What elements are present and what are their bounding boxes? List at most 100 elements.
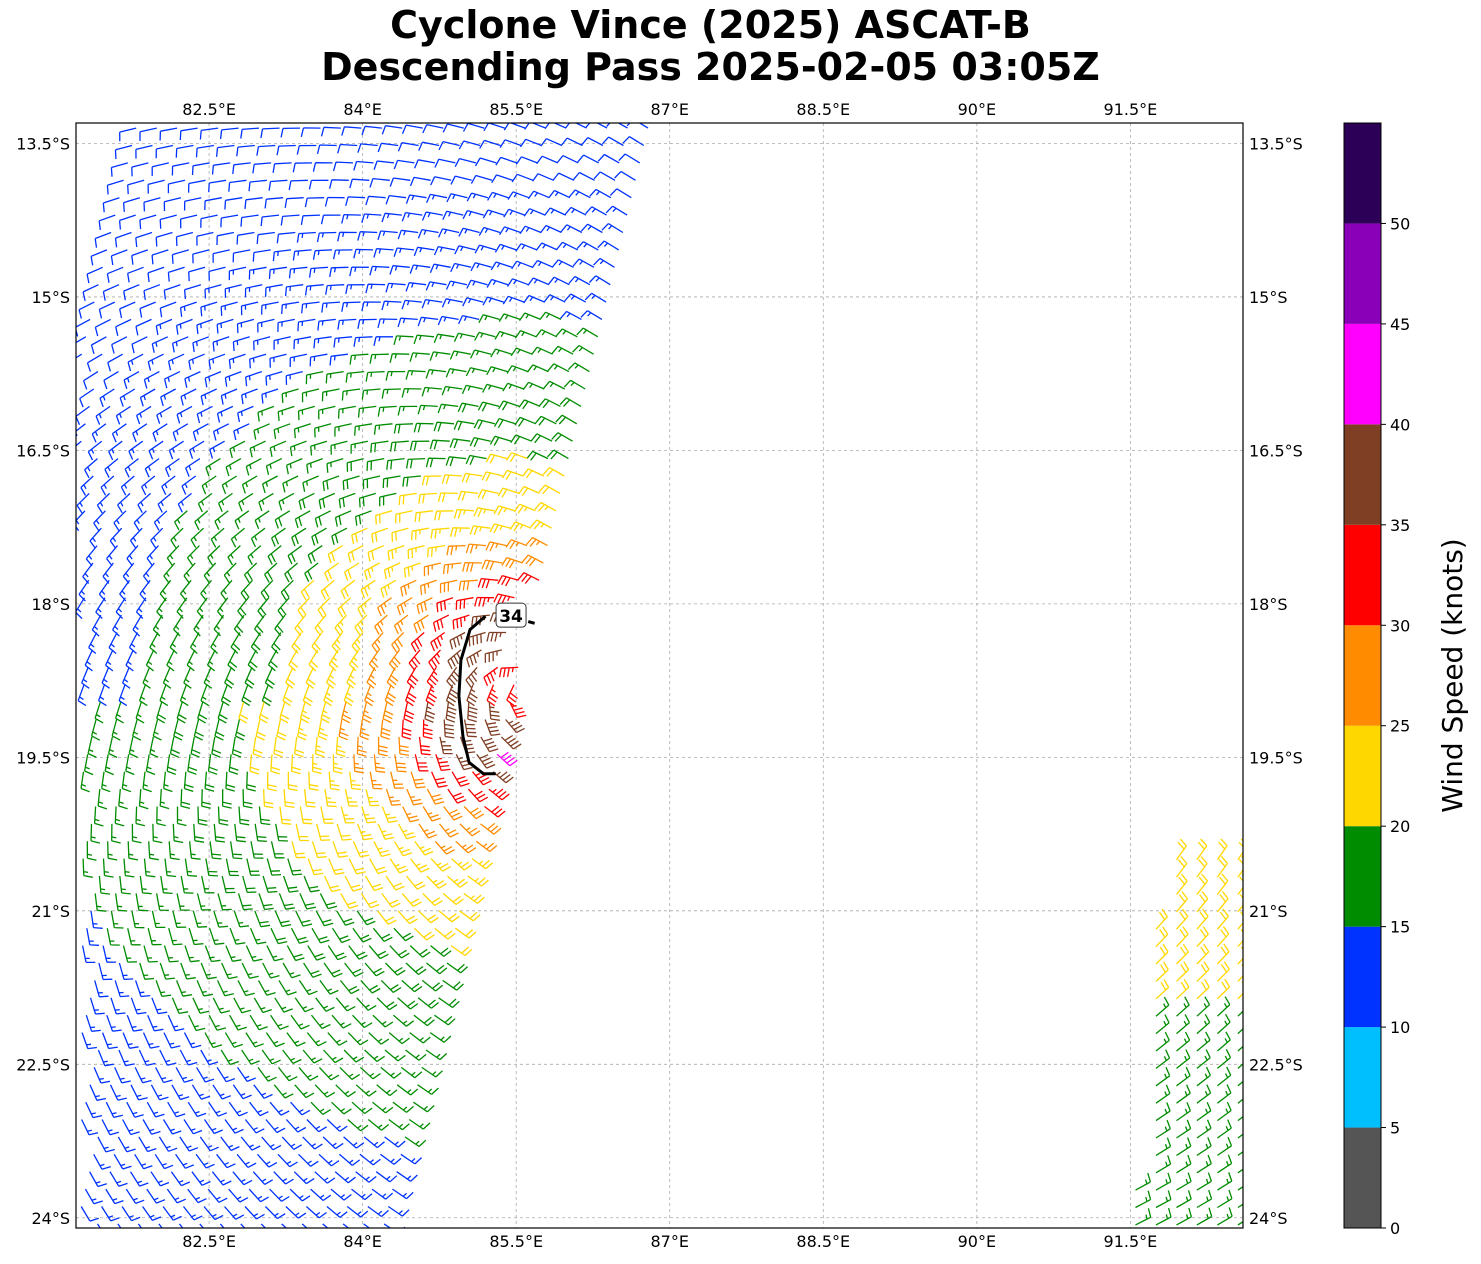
wind-barb xyxy=(340,579,356,600)
wind-barb xyxy=(341,213,361,224)
wind-barb xyxy=(381,893,401,908)
wind-barb xyxy=(622,136,645,147)
wind-barb xyxy=(518,485,540,496)
wind-barb xyxy=(410,771,426,789)
wind-barb xyxy=(171,249,189,264)
wind-barb xyxy=(273,736,284,758)
wind-barb xyxy=(250,841,264,859)
wind-barb xyxy=(452,614,470,630)
wind-barb xyxy=(265,1119,286,1134)
wind-barb xyxy=(209,841,222,860)
wind-barb xyxy=(269,1188,290,1202)
wind-barb xyxy=(551,259,574,268)
wind-barb xyxy=(257,597,270,619)
wind-barb xyxy=(1176,1172,1192,1191)
wind-barb xyxy=(270,927,288,945)
wind-barb xyxy=(421,386,442,397)
wind-barb xyxy=(163,1032,181,1049)
wind-barb xyxy=(442,979,464,991)
wind-barb xyxy=(347,545,364,563)
wind-barb xyxy=(290,1101,311,1116)
wind-barb xyxy=(393,927,414,942)
wind-barb xyxy=(238,492,254,512)
wind-barb xyxy=(90,249,108,266)
wind-barb xyxy=(376,997,398,1011)
wind-barb xyxy=(459,823,481,837)
wind-barb xyxy=(208,266,226,281)
wind-barb xyxy=(1216,1031,1231,1052)
wind-barb xyxy=(196,980,214,997)
wind-barb xyxy=(1155,1102,1171,1122)
wind-barb xyxy=(481,559,503,571)
wind-barb xyxy=(229,440,246,459)
wind-barb xyxy=(335,997,356,1012)
wind-barb xyxy=(170,527,184,549)
wind-barb xyxy=(196,231,214,246)
wind-barb xyxy=(1196,1119,1212,1139)
wind-barb xyxy=(278,980,297,996)
wind-barb xyxy=(168,928,183,946)
wind-barb xyxy=(445,702,457,723)
wind-barb xyxy=(486,631,507,642)
wind-barb xyxy=(253,423,270,440)
wind-barb xyxy=(221,475,238,495)
wind-barb xyxy=(231,736,242,758)
wind-barb xyxy=(207,754,218,775)
wind-barb xyxy=(480,736,499,753)
wind-barb xyxy=(236,231,255,245)
wind-barb xyxy=(310,1101,332,1115)
wind-barb xyxy=(111,336,128,354)
wind-barb xyxy=(324,196,345,207)
wind-barb xyxy=(76,318,91,337)
wind-barb xyxy=(397,317,418,328)
wind-barb xyxy=(257,1067,277,1082)
wind-barb xyxy=(443,719,455,739)
wind-barb xyxy=(146,1188,166,1204)
wind-barb xyxy=(355,1084,377,1097)
wind-barb xyxy=(87,440,103,461)
wind-barb xyxy=(1237,909,1243,930)
wind-barb xyxy=(497,574,519,587)
wind-barb xyxy=(85,1101,103,1119)
colorbar-frame xyxy=(1343,122,1382,1229)
wind-barb xyxy=(343,684,354,707)
wind-barb xyxy=(246,858,260,876)
wind-barb xyxy=(417,404,438,415)
wind-barb xyxy=(200,579,213,602)
wind-barb xyxy=(256,144,276,156)
wind-barb xyxy=(180,789,191,810)
wind-barb xyxy=(326,457,344,473)
wind-barb xyxy=(86,841,97,861)
wind-barb xyxy=(336,910,355,926)
wind-barb xyxy=(175,1153,195,1169)
wind-barb xyxy=(134,1153,153,1170)
wind-barb xyxy=(317,318,336,331)
wind-barb xyxy=(526,364,549,373)
wind-barb xyxy=(319,980,339,995)
wind-barb xyxy=(144,458,160,478)
wind-barb xyxy=(142,1032,160,1049)
wind-barb xyxy=(601,136,624,147)
wind-barb xyxy=(455,840,477,854)
contour-line xyxy=(457,615,496,776)
wind-barb xyxy=(344,875,363,892)
wind-barb xyxy=(1155,961,1169,982)
wind-barb xyxy=(194,510,209,531)
wind-barb xyxy=(155,318,173,336)
wind-barb xyxy=(179,127,198,141)
wind-barb xyxy=(285,667,296,689)
wind-barb xyxy=(1135,1190,1152,1209)
wind-barb xyxy=(273,423,291,439)
wind-barb xyxy=(128,440,144,460)
wind-barb xyxy=(353,248,374,259)
wind-barb xyxy=(139,301,156,318)
wind-barb xyxy=(370,440,389,453)
wind-barb xyxy=(253,997,272,1014)
wind-barb xyxy=(121,771,132,793)
wind-barb xyxy=(391,632,405,653)
wind-barb xyxy=(461,384,483,395)
wind-barb xyxy=(535,329,558,338)
wind-barb xyxy=(392,1101,414,1113)
wind-barb xyxy=(346,667,357,689)
wind-barb xyxy=(338,1153,361,1166)
